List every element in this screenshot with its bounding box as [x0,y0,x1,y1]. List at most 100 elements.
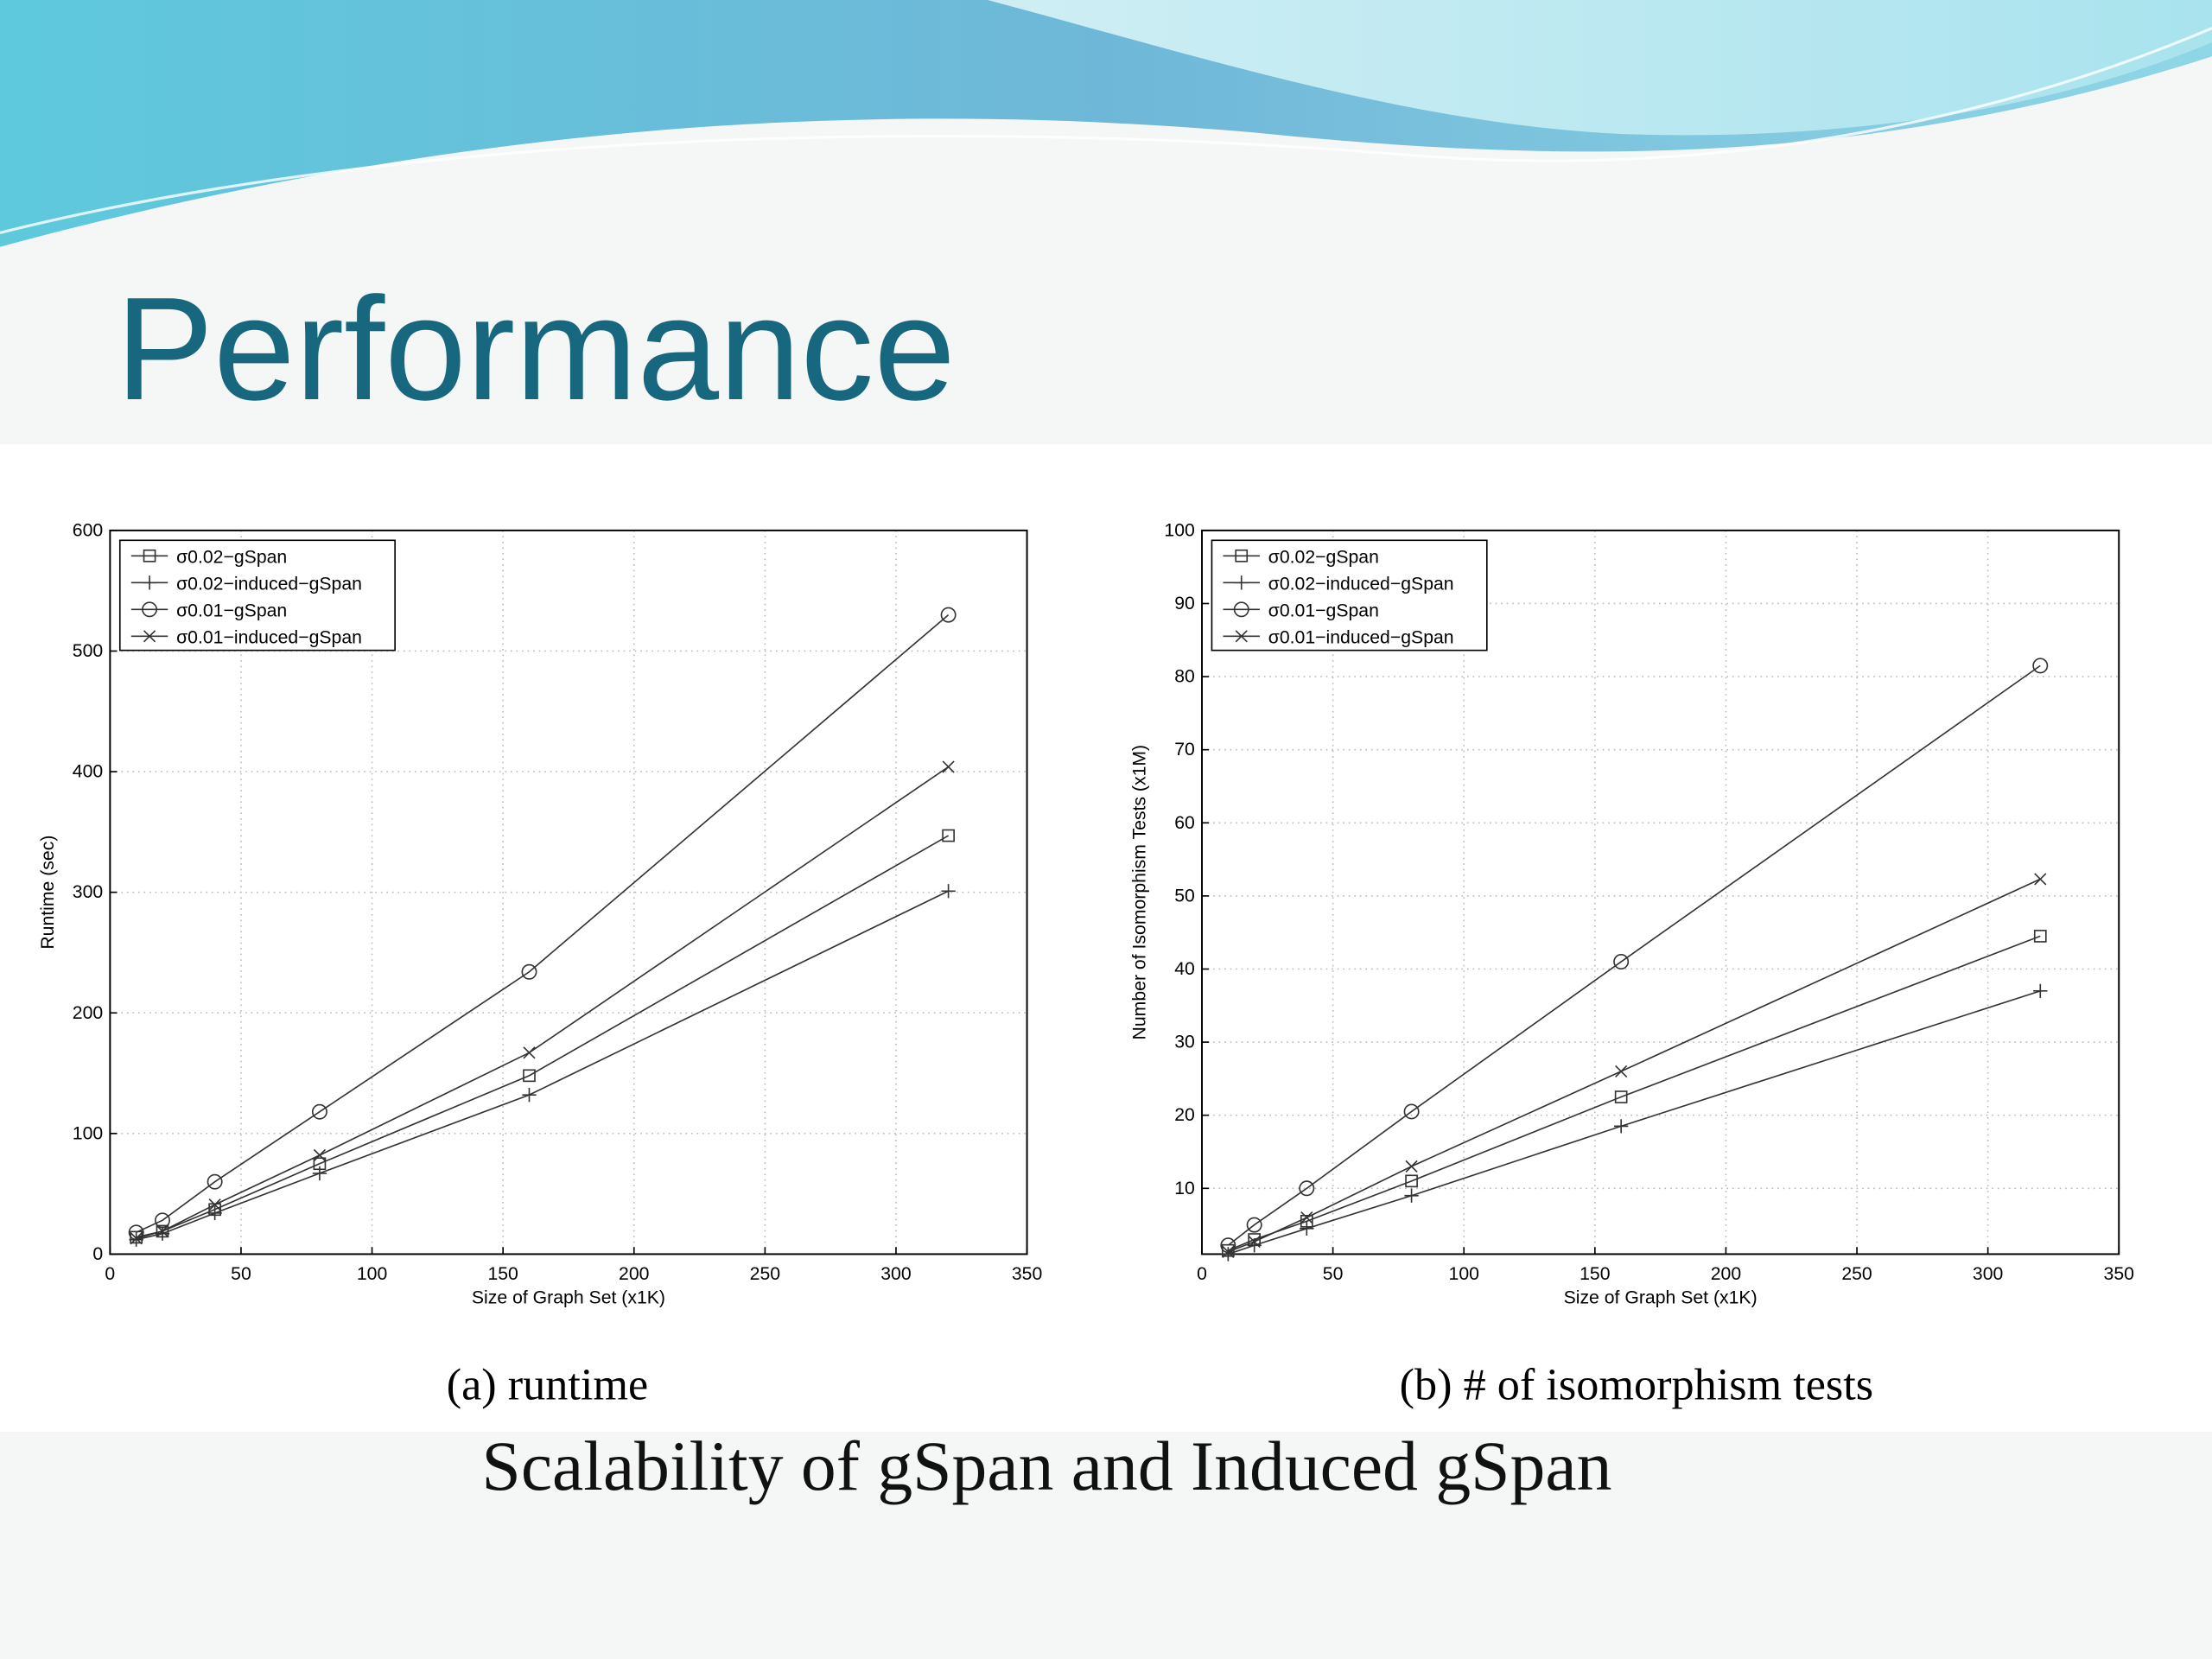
marker [523,1046,536,1059]
figure-caption: (a) runtime [447,1360,648,1410]
slide-caption: Scalability of gSpan and Induced gSpan [481,1427,1611,1505]
marker [2034,873,2047,886]
y-tick-label: 30 [1174,1033,1195,1052]
slide-title: Performance [116,266,956,430]
marker [1222,1245,1235,1258]
y-tick-label: 80 [1174,667,1195,687]
marker [1299,1180,1315,1197]
marker [1613,954,1630,970]
y-tick-label: 10 [1174,1179,1195,1198]
legend-label: σ0.02−induced−gSpan [1268,574,1454,594]
x-tick-label: 0 [105,1264,115,1284]
marker [128,1224,144,1241]
marker [1221,1247,1236,1262]
marker [2032,658,2049,674]
x-tick-label: 300 [1973,1264,2003,1284]
legend-marker [142,575,157,590]
series-line [1228,935,2041,1251]
marker [942,760,955,773]
legend-marker [1235,630,1248,643]
series-line [1227,664,2041,1246]
marker [207,1205,222,1221]
y-tick-label: 500 [73,641,103,661]
marker [313,1148,327,1162]
marker [1248,1235,1261,1249]
marker [1247,1238,1262,1253]
legend-label: σ0.01−gSpan [176,601,287,620]
legend-marker [143,630,156,643]
x-tick-label: 100 [1449,1264,1479,1284]
marker [942,829,955,842]
y-tick-label: 90 [1174,594,1195,613]
axes-frame [1201,529,2120,1255]
marker [1405,1174,1418,1188]
marker [1613,1119,1629,1134]
x-tick-label: 250 [750,1264,780,1284]
x-tick-label: 350 [2104,1264,2134,1284]
marker [1615,1065,1628,1078]
series-line [136,613,950,1234]
x-tick-label: 350 [1012,1264,1042,1284]
marker [1300,1211,1313,1224]
y-axis-label: Runtime (sec) [38,836,58,950]
legend-marker [143,549,156,563]
y-tick-label: 20 [1174,1105,1195,1125]
x-tick-label: 300 [880,1264,911,1284]
marker [1404,1188,1419,1203]
marker [130,1232,143,1245]
y-tick-label: 600 [73,520,103,540]
marker [941,884,956,899]
marker [156,1224,169,1238]
x-tick-label: 150 [487,1264,518,1284]
marker [1403,1103,1420,1120]
marker [1614,1090,1628,1103]
y-tick-label: 50 [1174,886,1195,906]
marker [522,1088,537,1103]
plot-area [1202,530,2120,1255]
series-line [136,766,950,1240]
marker [1246,1217,1262,1233]
legend-label: σ0.01−gSpan [1268,601,1379,620]
x-tick-label: 150 [1580,1264,1610,1284]
marker [521,963,537,980]
legend-label: σ0.02−gSpan [176,547,287,567]
legend-marker [142,601,158,618]
marker [1300,1221,1314,1236]
marker [2033,930,2047,943]
marker [155,1226,170,1241]
marker [940,607,957,623]
y-tick-label: 300 [73,882,103,902]
header-line [0,27,2212,234]
legend-label: σ0.02−gSpan [1268,547,1379,567]
y-tick-label: 40 [1174,959,1195,979]
axes-frame [109,529,1028,1255]
y-tick-label: 400 [73,762,103,782]
header-wave-light [987,0,2212,136]
x-tick-label: 100 [357,1264,387,1284]
x-tick-label: 50 [231,1264,251,1284]
x-tick-label: 250 [1841,1264,1872,1284]
y-axis-label: Number of Isomorphism Tests (x1M) [1130,745,1150,1040]
x-tick-label: 200 [619,1264,649,1284]
marker [311,1103,327,1120]
legend-marker [1235,549,1249,563]
y-tick-label: 0 [92,1244,103,1264]
legend-box [118,539,396,652]
x-tick-label: 50 [1323,1264,1344,1284]
marker [207,1173,223,1190]
marker [155,1212,170,1229]
legend-label: σ0.01−induced−gSpan [1268,627,1454,647]
x-tick-label: 0 [1197,1264,1207,1284]
series-line [1228,878,2041,1253]
legend-label: σ0.01−induced−gSpan [176,627,362,647]
marker [2033,983,2048,999]
marker [1405,1160,1418,1173]
legend-marker [1233,601,1249,618]
y-tick-label: 60 [1174,813,1195,833]
x-tick-label: 200 [1711,1264,1741,1284]
marker [523,1069,536,1083]
x-axis-label: Size of Graph Set (x1K) [1564,1288,1758,1308]
x-axis-label: Size of Graph Set (x1K) [472,1288,665,1308]
